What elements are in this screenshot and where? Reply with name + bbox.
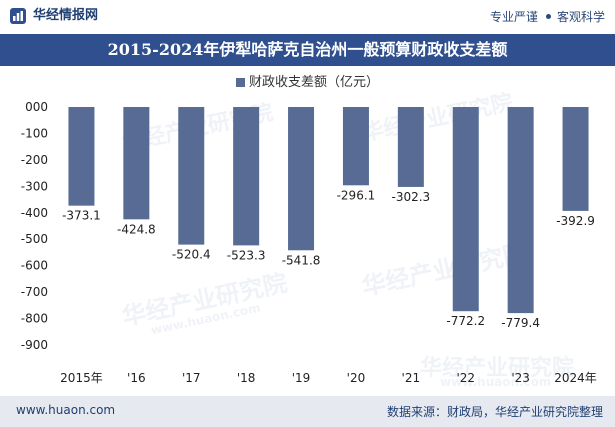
data-label: -779.4 [501, 316, 540, 330]
top-bar: 华经情报网 专业严谨 客观科学 [0, 0, 615, 32]
data-label: -373.1 [62, 209, 101, 223]
brand-logo-icon [10, 8, 26, 24]
x-tick-label: '21 [402, 371, 421, 385]
x-tick-label: 2015年 [60, 371, 103, 385]
bar [288, 107, 315, 251]
bar [178, 107, 205, 245]
data-label: -302.3 [392, 190, 431, 204]
x-tick-label: '16 [127, 371, 146, 385]
x-tick-label: '18 [237, 371, 256, 385]
data-label: -523.3 [227, 248, 266, 262]
x-tick-label: 2024年 [554, 371, 597, 385]
bullet-dot-icon [545, 14, 551, 19]
data-label: -424.8 [117, 222, 156, 236]
y-tick-label: -700 [21, 285, 48, 299]
bar [233, 107, 260, 246]
y-tick-label: -400 [21, 206, 48, 220]
bar [397, 107, 424, 187]
bar [342, 107, 369, 186]
bar [562, 107, 589, 211]
footer-url[interactable]: www.huaon.com [16, 403, 116, 417]
x-tick-label: '19 [292, 371, 311, 385]
bar [452, 107, 479, 312]
x-tick-label: '23 [511, 371, 530, 385]
data-label: -296.1 [337, 188, 376, 202]
data-label: -541.8 [282, 253, 321, 267]
y-tick-label: -200 [21, 153, 48, 167]
bar [507, 107, 534, 314]
x-tick-label: '20 [347, 371, 366, 385]
y-tick-label: 000 [25, 100, 48, 114]
chart-title: 2015-2024年伊犁哈萨克自治州一般预算财政收支差额 [107, 40, 508, 59]
legend: 财政收支差额（亿元） [0, 74, 615, 92]
x-tick-label: '22 [456, 371, 475, 385]
y-tick-label: -600 [21, 259, 48, 273]
legend-label: 财政收支差额（亿元） [248, 75, 379, 90]
y-tick-label: -300 [21, 179, 48, 193]
footer-source: 数据来源：财政局，华经产业研究院整理 [386, 405, 603, 419]
header-tags: 专业严谨 客观科学 [490, 8, 605, 26]
header-tag: 客观科学 [556, 10, 605, 24]
data-label: -392.9 [556, 214, 595, 228]
brand-name: 华经情报网 [33, 8, 99, 23]
x-tick-label: '17 [182, 371, 201, 385]
bar [123, 107, 150, 220]
y-tick-label: -800 [21, 312, 48, 326]
data-label: -772.2 [446, 314, 485, 328]
legend-swatch [235, 78, 245, 87]
y-tick-label: -100 [21, 126, 48, 140]
y-tick-label: -500 [21, 232, 48, 246]
brand[interactable]: 华经情报网 [8, 6, 98, 26]
bar [68, 107, 95, 206]
footer-band: www.huaon.com 数据来源：财政局，华经产业研究院整理 [0, 396, 615, 427]
bar-chart: 000 -100 -200 -300 -400 -500 -600 -700 -800 -900 -… [21, 100, 597, 385]
title-band: 2015-2024年伊犁哈萨克自治州一般预算财政收支差额 [0, 34, 615, 66]
y-tick-label: -900 [21, 338, 48, 352]
data-label: -520.4 [172, 248, 211, 262]
header-tag: 专业严谨 [489, 10, 538, 24]
